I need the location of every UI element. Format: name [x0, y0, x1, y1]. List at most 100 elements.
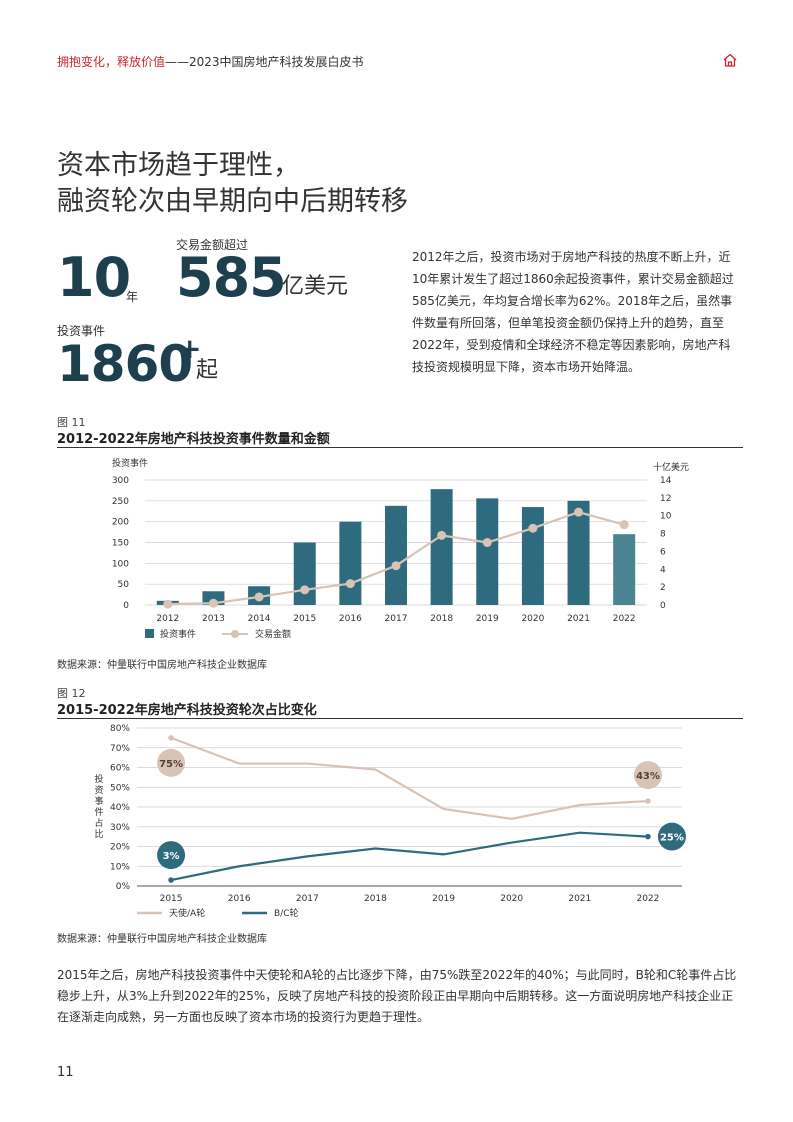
x-tick-label: 2018 [430, 614, 453, 624]
right-axis-title: 十亿美元 [653, 461, 689, 473]
x-tick-label: 2018 [364, 894, 387, 904]
bottom-paragraph: 2015年之后，房地产科技投资事件中天使轮和A轮的占比逐步下降，由75%跌至20… [57, 968, 737, 1024]
y-tick-label: 50% [110, 783, 130, 793]
left-tick-label: 250 [112, 497, 129, 507]
right-tick-label: 0 [660, 601, 666, 611]
stat-events-label: 投资事件 [57, 324, 106, 338]
bar-2018 [430, 489, 453, 605]
figure12-number: 图 12 [57, 687, 86, 700]
left-tick-label: 50 [118, 580, 130, 590]
right-tick-label: 14 [660, 476, 672, 486]
right-tick-label: 6 [660, 547, 666, 557]
left-tick-label: 300 [112, 476, 129, 486]
page-title-line1: 资本市场趋于理性， [57, 150, 300, 181]
y-tick-label: 0% [116, 882, 131, 892]
page-title: 资本市场趋于理性， 融资轮次由早期向中后期转移 [57, 148, 408, 220]
y-tick-label: 40% [110, 803, 130, 813]
x-tick-label: 2021 [567, 614, 590, 624]
annotation-point [645, 833, 651, 840]
x-tick-label: 2014 [248, 614, 271, 624]
figure12-rule [57, 718, 743, 719]
left-tick-label: 0 [123, 601, 129, 611]
bar-2020 [521, 507, 544, 605]
line-series-0 [170, 736, 649, 820]
annotation-label: 3% [163, 851, 180, 862]
figure11-title: 2012-2022年房地产科技投资事件数量和金额 [57, 432, 330, 447]
x-tick-label: 2015 [160, 894, 183, 904]
bar-2022 [613, 534, 636, 605]
bar-2021 [567, 500, 590, 605]
y-tick-label: 30% [110, 823, 130, 833]
figure11-rule [57, 447, 743, 448]
right-tick-label: 10 [660, 512, 672, 522]
figure12-source: 数据来源：仲量联行中国房地产科技企业数据库 [57, 934, 267, 945]
stat-events-value: 1860 [57, 335, 193, 393]
annotation-point [168, 735, 174, 741]
home-icon[interactable] [722, 52, 738, 68]
bar-2015 [293, 542, 316, 605]
bar-2017 [385, 505, 407, 605]
x-tick-label: 2020 [521, 614, 544, 624]
figure12-title: 2015-2022年房地产科技投资轮次占比变化 [57, 703, 317, 718]
page-title-line2: 融资轮次由早期向中后期转移 [57, 186, 408, 217]
y-axis-title-char: 件 [94, 806, 103, 818]
annotation-label: 25% [660, 833, 684, 844]
annotation-bubble [657, 822, 686, 851]
x-tick-label: 2022 [613, 614, 636, 624]
stat-amount-label: 交易金额超过 [176, 238, 249, 252]
y-tick-label: 20% [110, 843, 130, 853]
y-axis-title-char: 占 [94, 817, 103, 829]
point-amount-2014 [254, 592, 264, 602]
x-tick-label: 2022 [636, 894, 659, 904]
right-tick-label: 8 [660, 530, 666, 540]
annotation-point [168, 877, 174, 883]
legend-swatch-dot [231, 630, 239, 638]
figure12-chart: 75% 43% 3% 25% 0% 10% 20% 30% 40% 50% 60% 70% 80% 20… [94, 724, 686, 919]
stat-events-plus: + [178, 332, 201, 365]
header-title-rest: ——2023中国房地产科技发展白皮书 [165, 55, 364, 69]
line-series-1 [170, 831, 649, 882]
legend-label-bar: 投资事件 [160, 628, 196, 640]
point-amount-2019 [482, 538, 492, 547]
point-amount-2022 [619, 520, 629, 530]
stat-events-unit: 起 [196, 358, 219, 383]
bar-2019 [476, 498, 499, 605]
intro-paragraph: 2012年之后，投资市场对于房地产科技的热度不断上升，近10年累计发生了超过18… [412, 250, 734, 374]
figure11-number: 图 11 [57, 416, 86, 429]
y-tick-label: 80% [110, 724, 130, 734]
page-number: 11 [57, 1065, 74, 1080]
right-tick-label: 2 [660, 583, 666, 593]
annotation-label: 43% [636, 771, 660, 782]
right-tick-label: 4 [660, 565, 666, 575]
stat-years-value: 10 [57, 246, 131, 309]
y-axis-title-char: 事 [94, 795, 103, 807]
x-tick-label: 2019 [432, 894, 455, 904]
left-tick-label: 200 [112, 518, 129, 528]
annotation-bubble [157, 841, 186, 870]
header-title-red: 拥抱变化，释放价值 [57, 55, 166, 69]
x-tick-label: 2012 [156, 614, 179, 624]
x-tick-label: 2016 [339, 614, 362, 624]
y-axis-title-char: 比 [94, 828, 103, 840]
figure11-chart: 投资事件 十亿美元 0 50 100 150 200 250 300 0 2 4 6 8 10 12 14 201… [112, 457, 689, 640]
y-tick-label: 70% [110, 744, 130, 754]
point-amount-2015 [300, 585, 310, 595]
x-tick-label: 2019 [476, 614, 499, 624]
y-tick-label: 10% [110, 862, 130, 872]
y-axis-title-char: 资 [94, 785, 103, 796]
point-amount-2020 [528, 523, 538, 533]
y-axis-title-char: 投 [94, 773, 103, 785]
point-amount-2018 [437, 530, 447, 540]
left-tick-label: 150 [112, 539, 129, 549]
annotation-bubble [633, 761, 662, 790]
point-amount-2016 [345, 579, 355, 589]
point-amount-2017 [391, 561, 401, 571]
x-tick-label: 2015 [293, 614, 316, 624]
stat-years-unit: 年 [126, 290, 139, 304]
legend-label-line: 交易金额 [255, 628, 291, 640]
left-tick-label: 100 [112, 559, 129, 569]
figure11-source: 数据来源：仲量联行中国房地产科技企业数据库 [57, 660, 267, 671]
stat-amount-unit: 亿美元 [282, 274, 349, 299]
legend-label-series-1: B/C轮 [274, 907, 299, 919]
stat-amount-value: 585 [176, 246, 287, 309]
